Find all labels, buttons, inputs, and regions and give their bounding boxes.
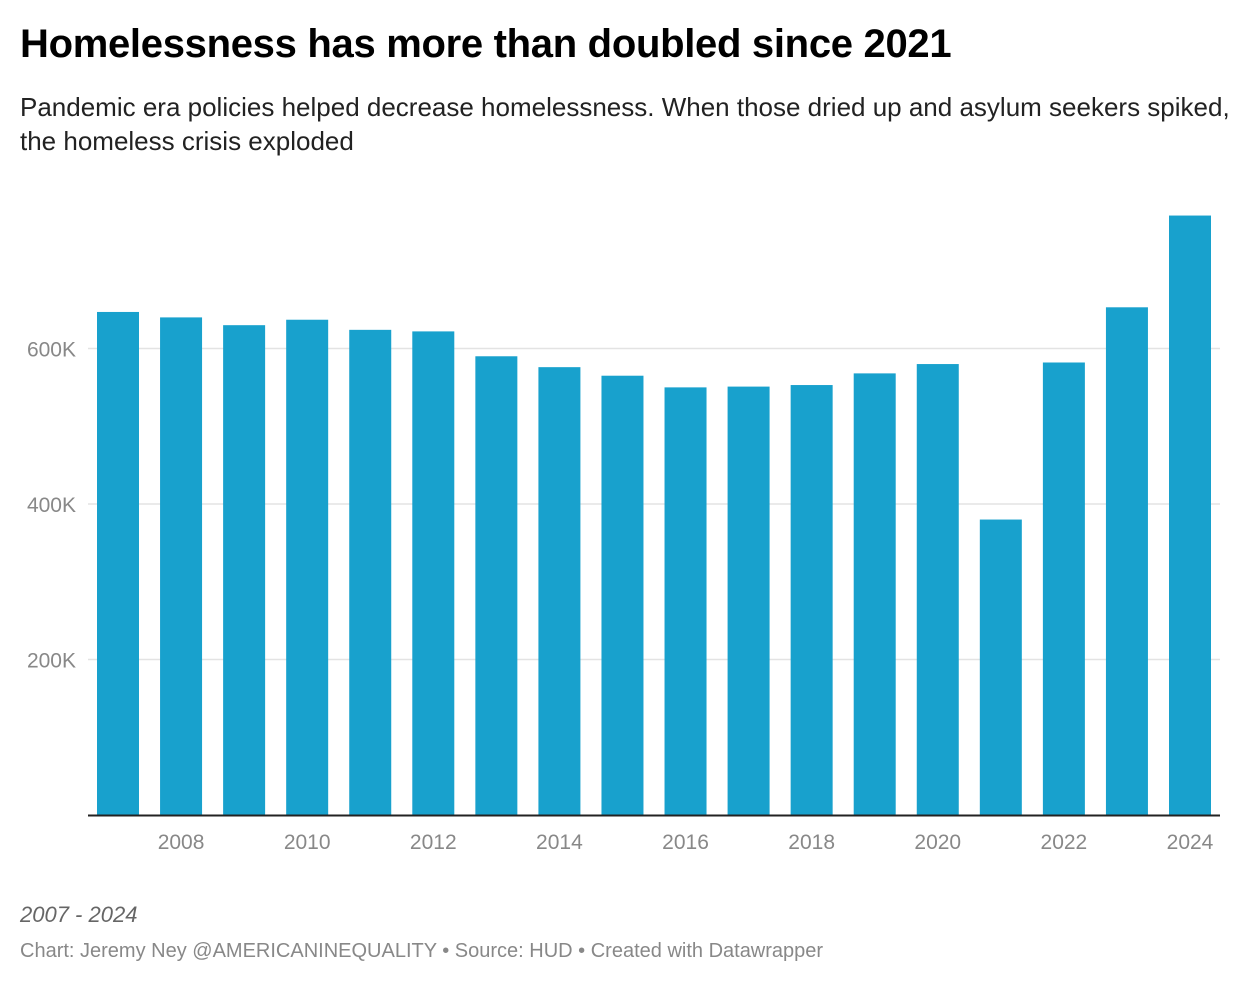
bar-2019 [853,373,896,815]
bar-2007 [97,311,139,815]
x-tick-label: 2012 [410,831,457,854]
bar-2022 [1042,362,1085,815]
y-axis: 200K 400K 600K [27,339,76,673]
bar-2015 [601,375,644,815]
bar-2016 [664,387,707,815]
bars [97,215,1211,816]
bar-2024 [1169,215,1211,816]
bar-2018 [790,385,833,815]
x-tick-label: 2024 [1167,831,1214,854]
x-tick-label: 2022 [1041,831,1088,854]
x-tick-label: 2014 [536,831,583,854]
bar-2014 [538,367,581,815]
x-tick-label: 2010 [284,831,331,854]
y-tick-label: 600K [27,339,76,362]
x-tick-label: 2016 [662,831,709,854]
bar-2009 [223,325,266,815]
bar-2011 [349,329,392,815]
chart-notes: 2007 - 2024 [20,902,138,927]
bar-2013 [475,356,518,815]
bar-2008 [160,317,203,815]
bar-2023 [1105,307,1148,815]
bar-2017 [727,386,770,815]
bar-2010 [286,319,329,815]
bar-2020 [916,364,959,815]
x-tick-label: 2020 [914,831,961,854]
y-tick-label: 400K [27,494,76,517]
x-tick-label: 2018 [788,831,835,854]
chart-subtitle: Pandemic era policies helped decrease ho… [20,92,1230,156]
gridlines [88,347,1220,661]
bar-2021 [979,519,1022,815]
chart-byline: Chart: Jeremy Ney @AMERICANINEQUALITY • … [20,940,824,962]
x-axis: 2008 2010 2012 2014 2016 2018 2020 2022 2024 [88,814,1220,854]
bar-2012 [412,331,455,815]
x-tick-label: 2008 [158,831,205,854]
chart-title: Homelessness has more than doubled since… [20,22,952,66]
y-tick-label: 200K [27,650,76,673]
